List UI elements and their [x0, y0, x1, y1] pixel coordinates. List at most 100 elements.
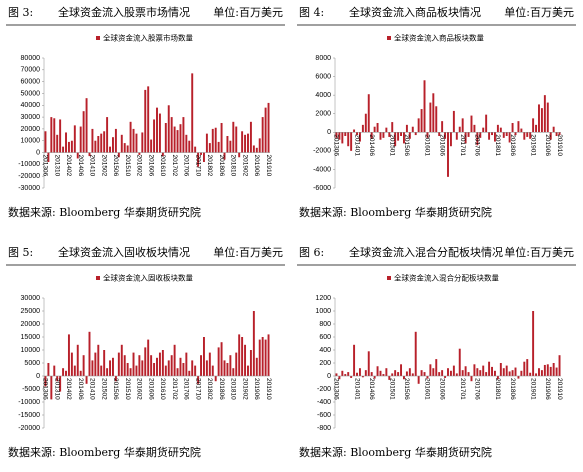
x-tick-label: 201306 — [42, 155, 49, 177]
bar — [232, 368, 235, 376]
bar — [400, 132, 403, 136]
bar — [385, 127, 388, 133]
x-tick-label: 201702 — [171, 378, 178, 400]
bar — [449, 132, 452, 147]
bar — [129, 121, 132, 153]
x-tick-label: 201401 — [353, 378, 360, 400]
bar — [476, 132, 479, 146]
x-tick-label: 201902 — [241, 155, 248, 177]
legend-swatch — [96, 36, 100, 40]
bar — [502, 368, 505, 376]
bar — [79, 126, 82, 153]
bar — [167, 105, 170, 153]
bar — [461, 118, 464, 133]
x-tick-label: 201706 — [474, 378, 481, 400]
bar — [452, 110, 455, 133]
bar — [47, 152, 50, 162]
bar — [247, 133, 249, 153]
bar — [467, 372, 470, 376]
bar — [214, 376, 217, 382]
bar — [144, 347, 147, 376]
y-tick-label: 70000 — [21, 67, 41, 74]
bar — [76, 152, 79, 159]
bar — [538, 104, 540, 133]
bar — [117, 152, 120, 158]
bar — [147, 86, 150, 153]
bar — [62, 368, 65, 376]
x-tick-label: 201701 — [459, 134, 466, 156]
x-tick-label: 201910 — [556, 378, 563, 400]
bar — [182, 117, 185, 153]
bar — [123, 355, 126, 376]
bar — [141, 360, 144, 376]
bar — [488, 361, 491, 376]
x-tick-label: 201701 — [459, 378, 466, 400]
bar — [379, 370, 382, 376]
bar — [106, 368, 109, 376]
bar — [132, 128, 135, 153]
bar — [62, 146, 65, 153]
bar — [264, 107, 267, 153]
x-tick-label: 201510 — [124, 378, 131, 400]
y-tick-label: -5000 — [22, 386, 40, 393]
unit-label: 单位:百万美元 — [213, 5, 283, 19]
bar — [376, 366, 379, 376]
bar — [458, 126, 461, 133]
bar — [432, 93, 435, 133]
bar — [435, 106, 438, 133]
bar — [205, 360, 208, 376]
bar — [491, 132, 493, 136]
bar — [364, 370, 367, 376]
bar — [229, 140, 232, 153]
bar — [117, 352, 120, 376]
bar — [367, 94, 370, 133]
bar — [112, 137, 114, 153]
bar — [379, 132, 382, 140]
bar — [405, 371, 408, 376]
bar — [211, 128, 214, 153]
bar — [523, 361, 526, 376]
legend-label: 全球资金流入商品板块数量 — [394, 33, 484, 43]
bar — [103, 131, 106, 153]
bar — [435, 359, 438, 376]
bar — [161, 152, 164, 157]
bar — [432, 368, 435, 376]
bar — [170, 117, 173, 153]
bar — [414, 331, 417, 376]
bar — [264, 339, 267, 376]
bar — [173, 344, 176, 376]
bar — [226, 363, 229, 376]
bar — [482, 365, 485, 376]
x-tick-label: 201502 — [100, 378, 107, 400]
bar — [185, 134, 188, 153]
bar — [350, 376, 353, 378]
x-tick-label: 201402 — [65, 378, 72, 400]
bar — [361, 376, 364, 378]
bar — [258, 138, 261, 153]
source-note: 数据来源: Bloomberg 华泰期货研究院 — [299, 445, 492, 459]
y-tick-label: -200 — [317, 386, 331, 393]
x-tick-label: 201602 — [136, 155, 143, 177]
bar — [114, 376, 117, 382]
bar — [543, 364, 546, 376]
bar — [65, 132, 67, 153]
y-tick-label: 0 — [327, 373, 331, 380]
bar — [335, 373, 338, 376]
x-tick-label: 201906 — [253, 378, 260, 400]
bar — [473, 124, 476, 133]
bar — [511, 123, 514, 133]
bar — [449, 370, 452, 376]
bar — [59, 376, 62, 392]
x-tick-label: 201410 — [89, 378, 96, 400]
bar — [535, 124, 538, 133]
x-tick-label: 201706 — [183, 155, 190, 177]
bar — [502, 132, 505, 138]
bar — [173, 126, 176, 153]
x-tick-label: 201601 — [424, 378, 431, 400]
source-note: 数据来源: Bloomberg 华泰期货研究院 — [299, 205, 492, 219]
bar — [408, 132, 411, 139]
bar — [241, 337, 244, 376]
bar — [414, 132, 417, 136]
bar — [205, 133, 208, 153]
